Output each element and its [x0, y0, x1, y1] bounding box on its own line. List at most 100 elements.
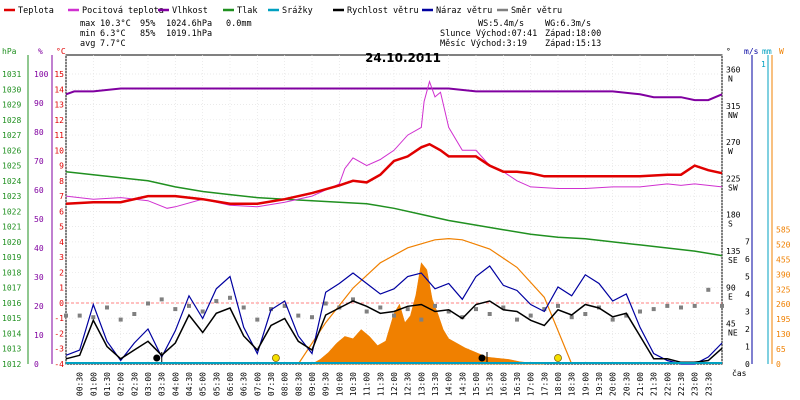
wind-direction-point: [351, 297, 355, 302]
w-tick: 65: [776, 345, 786, 354]
dir-name-tick: NW: [728, 111, 738, 120]
stat-max-press: 1024.6hPa: [166, 19, 212, 29]
temp-tick: -2: [54, 329, 64, 338]
temp-tick: 7: [59, 192, 64, 201]
legend-item-pressure: Tlak: [223, 6, 257, 16]
legend-label: Pocitová teplota: [82, 6, 164, 16]
wind-direction-point: [187, 303, 191, 308]
dir-name-tick: SW: [728, 183, 738, 192]
wind-direction-point: [542, 307, 547, 312]
legend-label: Tlak: [237, 6, 257, 16]
press-tick: 1015: [2, 314, 21, 323]
x-tick: 11:30: [376, 372, 385, 396]
legend-label: Vlhkost: [172, 6, 208, 16]
ms-tick: 0: [745, 360, 750, 369]
x-tick: 01:30: [103, 372, 112, 396]
temp-tick: 2: [59, 268, 64, 277]
temp-tick: 12: [54, 116, 64, 125]
info-wind-gust: WG:6.3m/s: [545, 19, 591, 29]
info-sunrise: Slunce Východ:07:41: [440, 29, 537, 39]
wind-direction-point: [569, 315, 574, 320]
legend-label: Rychlost větru: [347, 6, 419, 16]
wind-direction-point: [91, 315, 96, 320]
wind-direction-point: [706, 287, 711, 292]
x-tick: 06:00: [226, 372, 235, 396]
x-tick: 20:00: [609, 372, 618, 396]
x-tick: 13:30: [431, 372, 440, 396]
wind-direction-point: [392, 313, 396, 318]
dir-name-tick: SE: [728, 256, 738, 265]
x-tick: 19:30: [595, 372, 604, 396]
x-tick: 07:00: [253, 372, 262, 396]
wind-direction-point: [105, 305, 109, 310]
wind-direction-point: [378, 305, 383, 310]
wind-direction-point: [679, 305, 683, 310]
x-tick: 23:30: [704, 372, 713, 396]
press-tick: 1016: [2, 299, 21, 308]
moonset-marker: [478, 354, 486, 362]
x-tick: 17:30: [540, 372, 549, 396]
axes: hPa% °C ° m/s mm W103110301029102810271026102…: [2, 47, 791, 369]
pct-tick: 60: [34, 186, 44, 195]
x-tick: 18:00: [554, 372, 563, 396]
dir-deg-tick: 90: [726, 283, 736, 292]
temp-tick: 5: [59, 223, 64, 232]
x-tick: 12:30: [404, 372, 413, 396]
wind-direction-point: [282, 303, 287, 308]
legend-item-temp: Teplota: [4, 6, 54, 16]
wind-direction-point: [159, 297, 164, 302]
dir-deg-tick: 360: [726, 65, 741, 74]
legend-label: Srážky: [282, 6, 313, 16]
x-tick: 11:00: [363, 372, 372, 396]
x-tick: 00:30: [76, 372, 85, 396]
legend-item-gust: Náraz větru: [422, 6, 492, 16]
stat-avg-temp: 7.7°C: [100, 39, 126, 49]
press-tick: 1031: [2, 70, 21, 79]
press-tick: 1029: [2, 101, 21, 110]
legend-item-wind: Rychlost větru: [333, 6, 419, 16]
wind-direction-point: [638, 309, 642, 314]
dir-deg-tick: 270: [726, 138, 741, 147]
sunset-marker: [554, 354, 562, 362]
dir-deg-tick: 180: [726, 211, 741, 220]
stat-avg-label: avg: [80, 39, 95, 49]
legend-label: Náraz větru: [436, 6, 492, 16]
pct-unit: %: [38, 47, 43, 56]
wind-direction-point: [433, 303, 437, 308]
stat-min-label: min: [80, 29, 95, 39]
x-tick: 22:00: [663, 372, 672, 396]
mm-unit: mm: [762, 47, 772, 56]
hpa-unit: hPa: [2, 47, 17, 56]
temp-tick: 13: [54, 101, 64, 110]
wind-direction-point: [501, 305, 506, 310]
press-tick: 1022: [2, 207, 21, 216]
x-tick: 21:30: [650, 372, 659, 396]
x-tick: 09:30: [322, 372, 331, 396]
stat-max-temp: 10.3°C: [100, 19, 131, 29]
series-temperature: [65, 142, 723, 205]
wind-direction-point: [583, 312, 588, 316]
press-tick: 1020: [2, 238, 21, 247]
wind-direction-point: [692, 303, 697, 308]
w-tick: 455: [776, 255, 791, 264]
x-tick: 17:00: [527, 372, 536, 396]
wind-direction-point: [173, 307, 178, 312]
press-tick: 1021: [2, 223, 21, 232]
x-tick: 13:00: [417, 372, 426, 396]
temp-tick: 11: [54, 131, 64, 140]
x-tick: 04:00: [171, 372, 180, 396]
temp-tick: -1: [54, 314, 64, 323]
wind-direction-point: [528, 313, 533, 318]
x-tick: 08:00: [281, 372, 290, 396]
pct-tick: 0: [34, 360, 39, 369]
x-tick: 06:30: [240, 372, 249, 396]
dir-deg-tick: 315: [726, 102, 741, 111]
ms-unit: m/s: [744, 47, 759, 56]
dir-name-tick: N: [728, 74, 733, 83]
temp-tick: 0: [59, 299, 64, 308]
info-block: WS:5.4m/s WG:6.3m/s Slunce Východ:07:41 …: [440, 19, 601, 49]
x-tick: 16:30: [513, 372, 522, 396]
dir-deg-tick: 135: [726, 247, 741, 256]
press-tick: 1028: [2, 116, 21, 125]
